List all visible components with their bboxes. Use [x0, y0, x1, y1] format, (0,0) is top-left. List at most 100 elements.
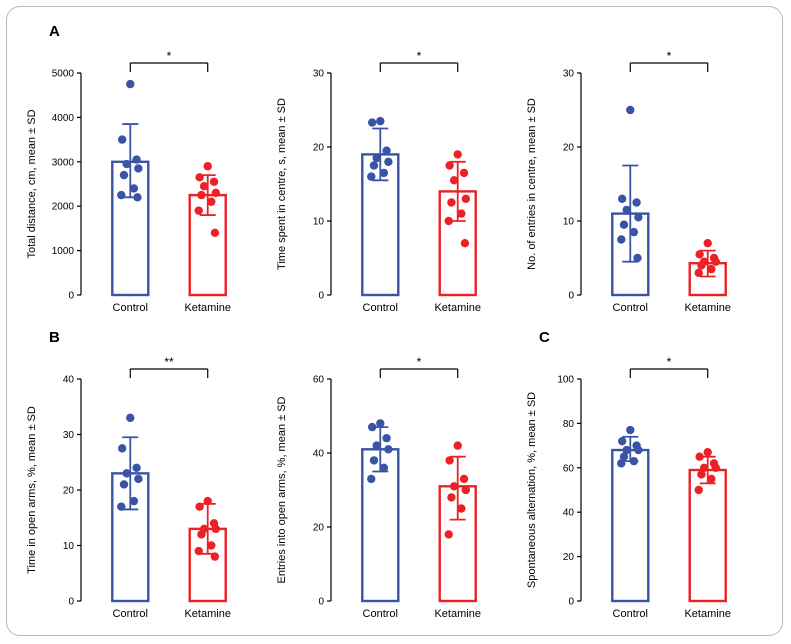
data-points: [367, 116, 393, 181]
significance-label: *: [417, 355, 422, 369]
data-points: [367, 419, 393, 484]
y-tick-label: 10: [313, 217, 325, 228]
y-axis-label: Entries into open arms, %, mean ± SD: [276, 396, 288, 583]
y-tick-label: 20: [63, 486, 75, 497]
category-label: Ketamine: [684, 302, 730, 314]
series-control: Control: [361, 116, 400, 314]
series-ketamine: Ketamine: [184, 162, 231, 314]
chart-entries-open-arms: 0 20 40 60 Entries into open arms, %, mean ±…: [276, 355, 481, 620]
category-label: Control: [363, 302, 398, 314]
significance-label: *: [417, 49, 422, 63]
significance-bracket: *: [379, 49, 459, 72]
data-points: [617, 425, 643, 468]
category-label: Control: [613, 302, 648, 314]
category-label: Control: [363, 608, 398, 620]
category-label: Ketamine: [684, 608, 730, 620]
chart-total-distance: 0 1000 2000 3000 4000 5000 Total distance, cm,…: [26, 49, 231, 314]
y-tick-label: 100: [557, 375, 574, 386]
significance-bracket: *: [629, 355, 709, 378]
mean-bar: [611, 448, 650, 603]
category-label: Ketamine: [184, 302, 230, 314]
significance-bracket: *: [129, 49, 209, 72]
y-axis-label: Time spent in centre, s, mean ± SD: [276, 98, 288, 270]
y-tick-label: 80: [563, 419, 575, 430]
y-tick-label: 40: [563, 508, 575, 519]
y-tick-label: 60: [313, 375, 325, 386]
chart-time-in-centre: 0 10 20 30 Time spent in centre, s, mean ± S…: [276, 49, 481, 314]
significance-label: *: [667, 355, 672, 369]
y-tick-label: 10: [63, 541, 75, 552]
y-tick-label: 20: [563, 552, 575, 563]
y-tick-label: 5000: [52, 69, 75, 80]
panel-row-2: B 0 10 20 30 40 Time in open arms, %, mean ± …: [21, 323, 782, 629]
category-label: Ketamine: [434, 608, 480, 620]
data-points: [694, 239, 721, 277]
significance-label: **: [164, 355, 174, 369]
series-control: Control: [611, 105, 650, 314]
y-tick-label: 3000: [52, 157, 75, 168]
chart-cell-time-in-centre: 0 10 20 30 Time spent in centre, s, mean ± S…: [271, 17, 521, 323]
y-tick-label: 0: [318, 291, 324, 302]
data-points: [117, 413, 143, 511]
data-points: [444, 150, 471, 248]
figure-frame: A 0 1000 2000 3000 4000 5000 Total distance, c…: [6, 6, 783, 636]
y-axis: 0 1000 2000 3000 4000 5000: [52, 69, 82, 302]
category-label: Control: [613, 608, 648, 620]
significance-bracket: *: [629, 49, 709, 72]
y-tick-label: 0: [68, 597, 74, 608]
series-ketamine: Ketamine: [434, 441, 481, 620]
y-tick-label: 20: [563, 143, 575, 154]
chart-time-open-arms: 0 10 20 30 40 Time in open arms, %, mean ± SD…: [26, 355, 231, 620]
y-axis: 0 20 40 60: [313, 375, 332, 608]
y-tick-label: 20: [313, 523, 325, 534]
y-tick-label: 0: [318, 597, 324, 608]
y-tick-label: 40: [313, 449, 325, 460]
chart-cell-entries-open-arms: 0 20 40 60 Entries into open arms, %, mean ±…: [271, 323, 521, 629]
chart-cell-time-open-arms: B 0 10 20 30 40 Time in open arms, %, mean ± …: [21, 323, 271, 629]
y-axis: 0 10 20 30: [313, 69, 332, 302]
y-tick-label: 4000: [52, 113, 75, 124]
series-ketamine: Ketamine: [684, 239, 731, 314]
category-label: Control: [113, 302, 148, 314]
series-ketamine: Ketamine: [684, 448, 731, 620]
chart-spontaneous-alternation: 0 20 40 60 80 100 Spontaneous alternation, %, …: [526, 355, 731, 620]
chart-cell-spontaneous-alternation: C 0 20 40 60 80 100 Spontaneous alternation, %…: [521, 323, 771, 629]
data-points: [194, 496, 221, 561]
series-ketamine: Ketamine: [184, 496, 231, 620]
chart-cell-total-distance: A 0 1000 2000 3000 4000 5000 Total distance, c…: [21, 17, 271, 323]
y-tick-label: 0: [568, 291, 574, 302]
significance-bracket: **: [129, 355, 209, 378]
chart-cell-entries-in-centre: 0 10 20 30 No. of entries in centre, mean ± …: [521, 17, 771, 323]
y-axis: 0 20 40 60 80 100: [557, 375, 582, 608]
series-control: Control: [111, 413, 150, 620]
category-label: Ketamine: [184, 608, 230, 620]
y-axis-label: Time in open arms, %, mean ± SD: [26, 406, 38, 574]
y-tick-label: 60: [563, 463, 575, 474]
series-control: Control: [361, 419, 400, 620]
y-tick-label: 0: [568, 597, 574, 608]
mean-bar: [188, 527, 227, 603]
y-tick-label: 30: [313, 69, 325, 80]
significance-label: *: [667, 49, 672, 63]
data-points: [194, 162, 221, 238]
panel-label-c: C: [539, 329, 550, 346]
data-points: [117, 79, 143, 202]
data-points: [694, 448, 721, 495]
series-control: Control: [611, 425, 650, 620]
category-label: Control: [113, 608, 148, 620]
y-tick-label: 30: [63, 430, 75, 441]
y-axis: 0 10 20 30: [563, 69, 582, 302]
y-tick-label: 2000: [52, 202, 75, 213]
series-control: Control: [111, 79, 150, 314]
data-points: [444, 441, 471, 539]
series-ketamine: Ketamine: [434, 150, 481, 314]
data-points: [617, 105, 643, 263]
panel-label-a: A: [49, 23, 60, 40]
y-tick-label: 10: [563, 217, 575, 228]
y-axis-label: Total distance, cm, mean ± SD: [26, 109, 38, 258]
y-tick-label: 20: [313, 143, 325, 154]
y-tick-label: 30: [563, 69, 575, 80]
panel-label-b: B: [49, 329, 60, 346]
panel-row-1: A 0 1000 2000 3000 4000 5000 Total distance, c…: [21, 17, 782, 323]
significance-label: *: [167, 49, 172, 63]
